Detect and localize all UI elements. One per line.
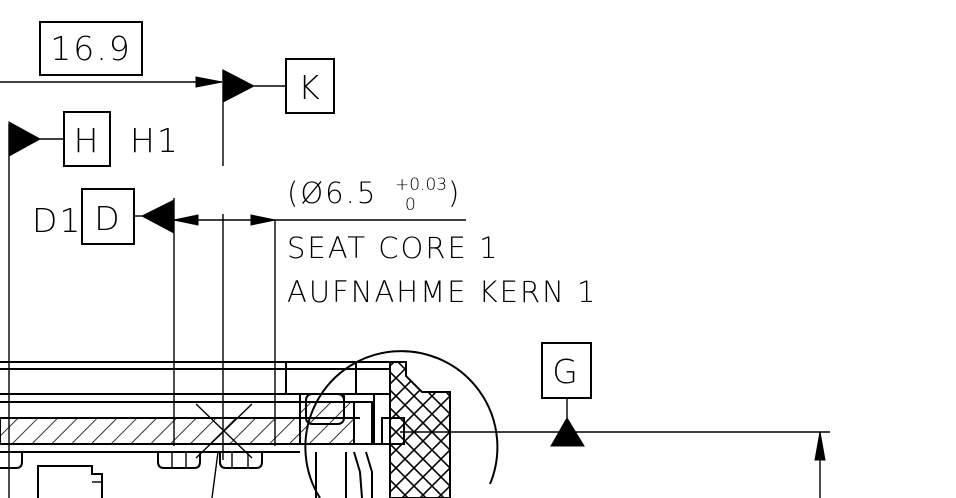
lower-component bbox=[37, 465, 103, 498]
datum-d-label: D bbox=[94, 199, 121, 238]
datum-g-box bbox=[541, 342, 592, 399]
part-section bbox=[0, 350, 499, 498]
datum-triangle-h bbox=[8, 121, 42, 157]
callout-line-2: AUFNAHME KERN 1 bbox=[287, 275, 598, 309]
fastener-head-2 bbox=[157, 451, 201, 469]
datum-h-note: H1 bbox=[130, 121, 180, 160]
datum-triangle-d bbox=[140, 199, 175, 234]
dimension-value-box bbox=[39, 21, 143, 76]
fastener-head-1 bbox=[0, 451, 23, 469]
detail-circle bbox=[304, 350, 499, 498]
leader-line-lower bbox=[211, 451, 219, 498]
callout-diameter-text: (Ø6.5 bbox=[287, 176, 377, 210]
hatched-section-strip bbox=[0, 417, 301, 445]
datum-h-box bbox=[63, 111, 111, 167]
datum-h-label: H bbox=[74, 121, 101, 160]
callout-diameter-suffix: ) bbox=[448, 176, 461, 210]
right-dimension-arrowhead bbox=[814, 431, 826, 461]
datum-h-group: H H1 bbox=[8, 111, 180, 498]
lower-edge-4 bbox=[365, 451, 373, 498]
fastener-head-3 bbox=[219, 451, 263, 469]
datum-d-note: D1 bbox=[32, 201, 82, 240]
dimension-arrowhead-16-9 bbox=[195, 76, 223, 88]
datum-d-group: D1 D bbox=[32, 188, 175, 446]
callout-tolerance-lower: 0 bbox=[405, 195, 416, 215]
datum-triangle-k bbox=[222, 69, 256, 103]
datum-k-label: K bbox=[298, 68, 322, 107]
callout-line-1: SEAT CORE 1 bbox=[287, 231, 499, 265]
datum-g-label: G bbox=[552, 352, 580, 391]
crosshatched-wall bbox=[389, 361, 451, 498]
center-cross-2 bbox=[195, 403, 253, 459]
diameter-arrowhead-left bbox=[173, 214, 199, 226]
dimension-16-9-group: 16.9 K bbox=[0, 21, 335, 166]
inner-block bbox=[381, 417, 405, 445]
datum-g-group: G bbox=[400, 342, 830, 498]
seal-ring bbox=[305, 393, 345, 425]
callout-tolerance-upper: +0.03 bbox=[395, 175, 447, 195]
datum-d-box bbox=[81, 188, 135, 245]
diameter-arrowhead-right bbox=[250, 214, 276, 226]
dimension-value: 16.9 bbox=[50, 29, 131, 68]
datum-k-box bbox=[285, 58, 335, 114]
inner-profile-1 bbox=[285, 362, 301, 402]
lower-edge-3 bbox=[353, 451, 363, 498]
